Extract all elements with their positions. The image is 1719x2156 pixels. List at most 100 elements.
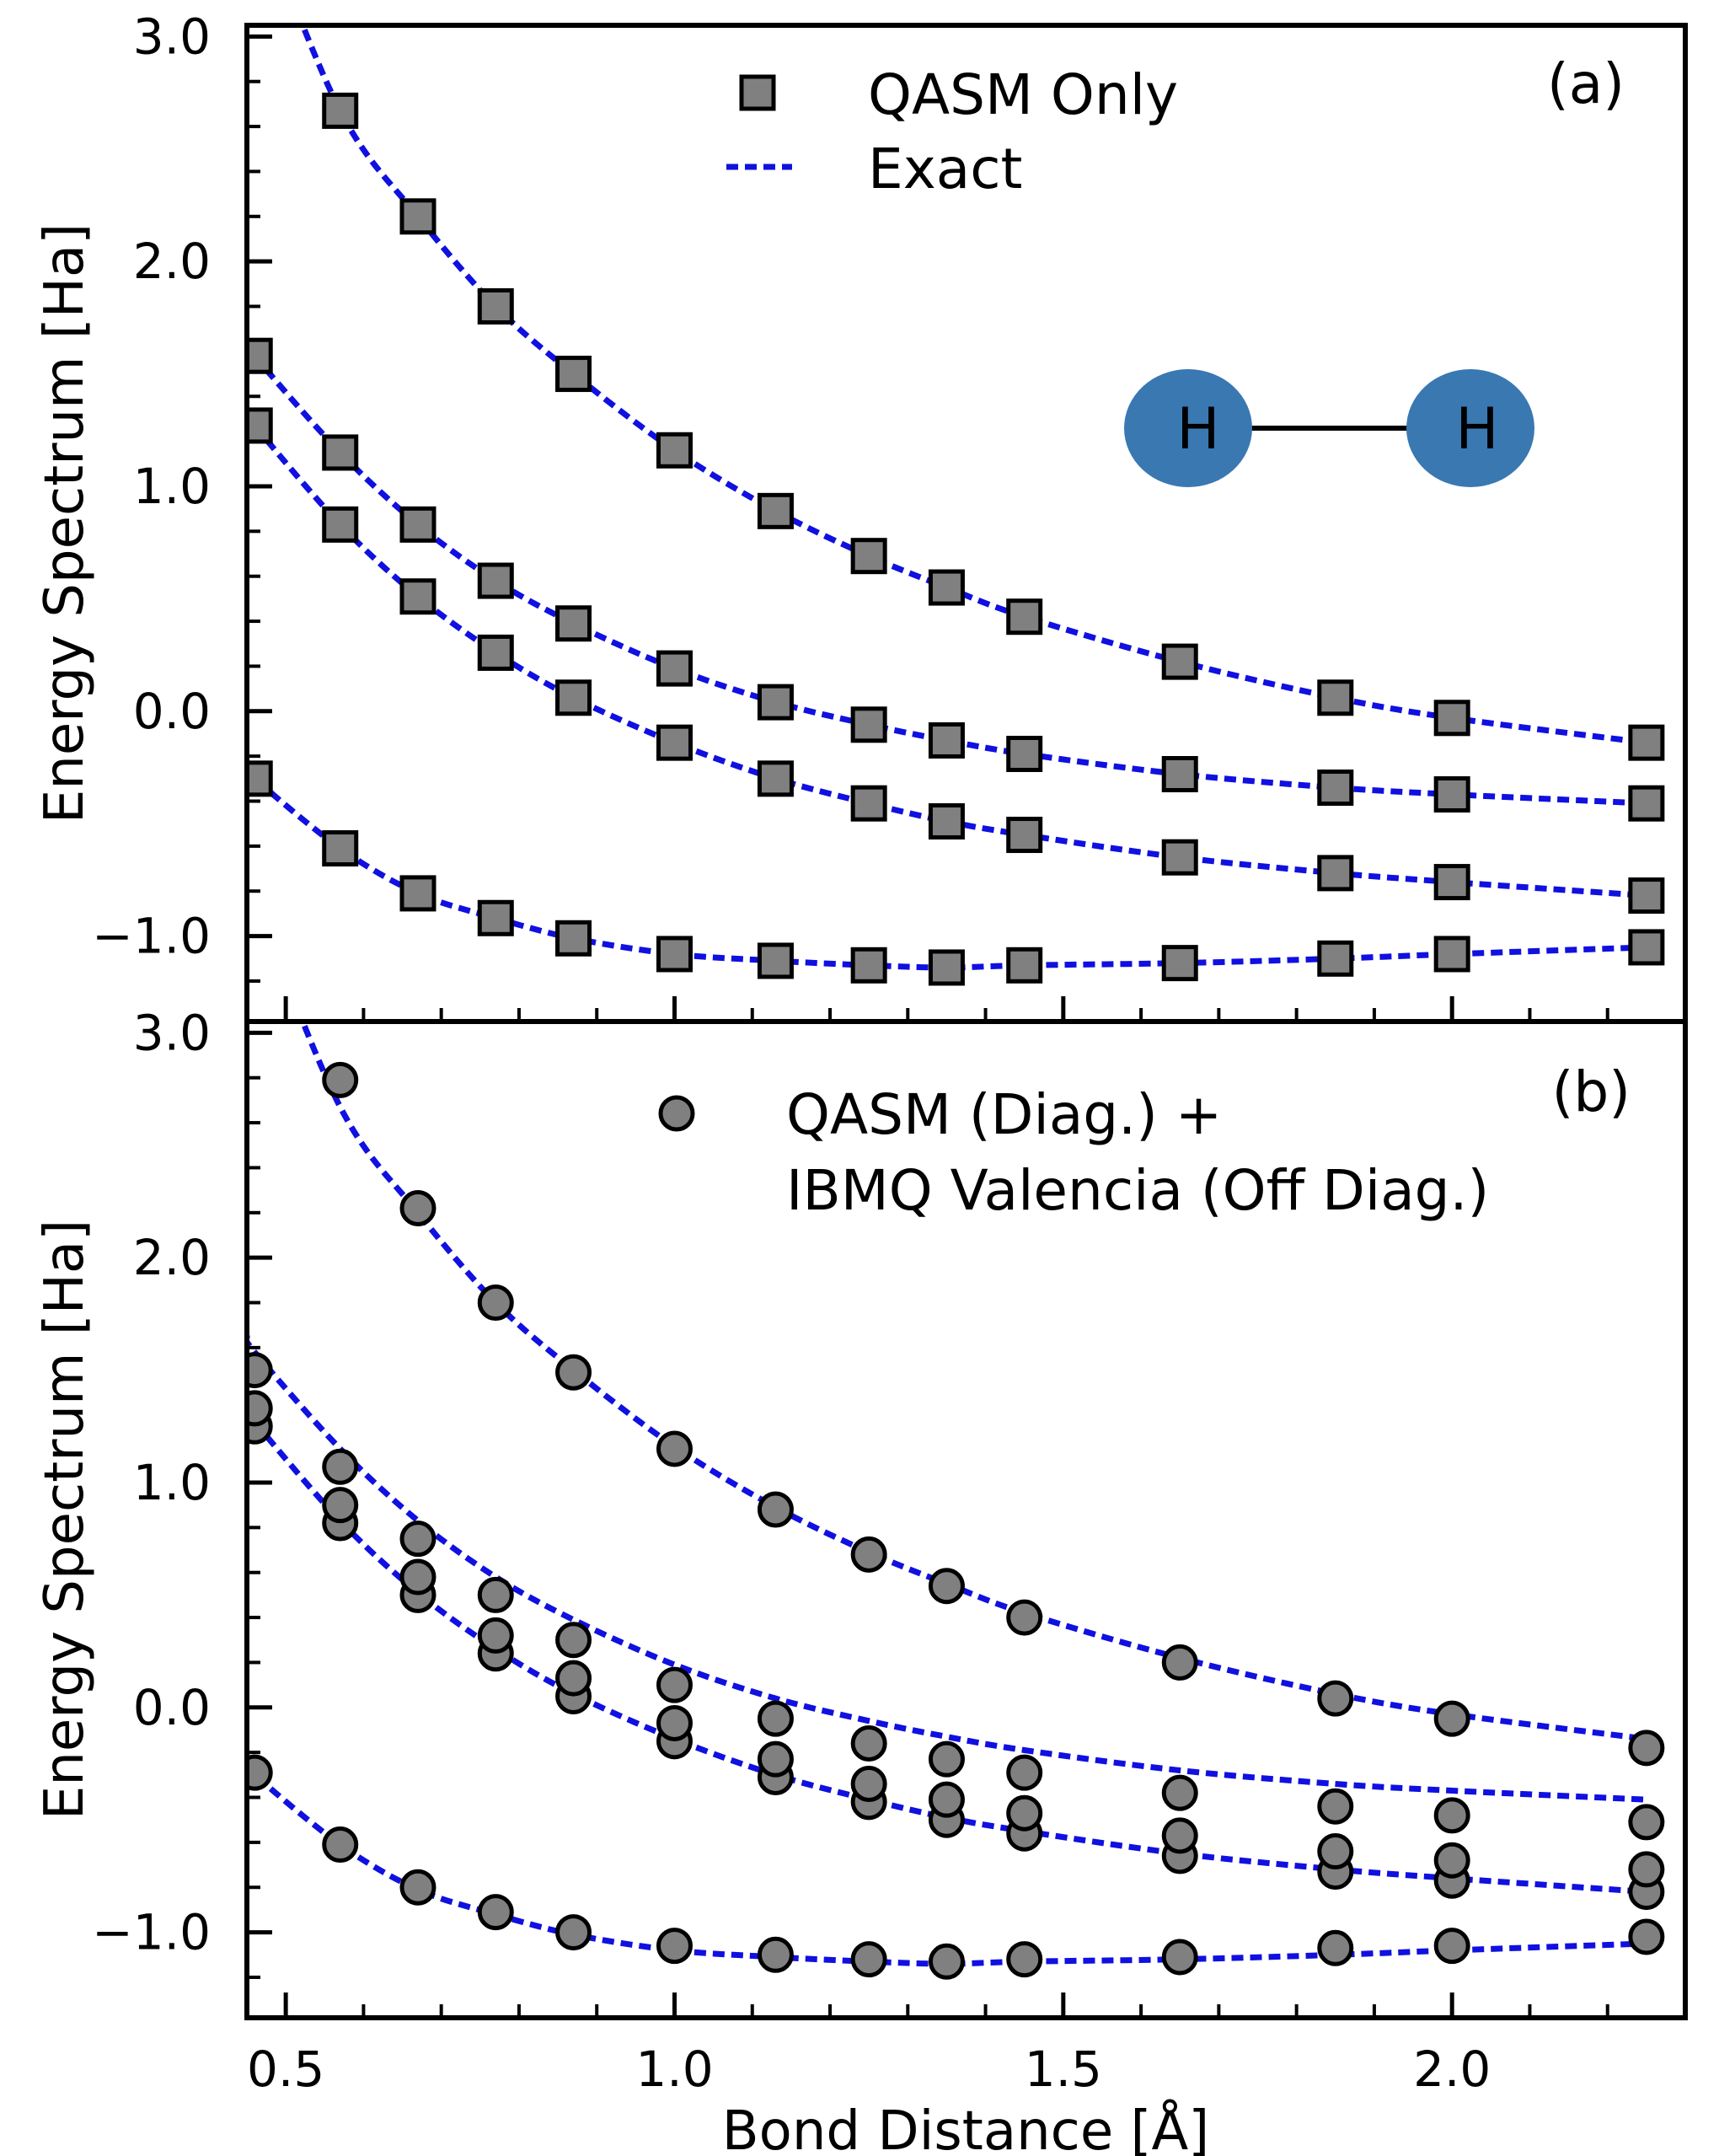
- panel-a-y-tick-labels: −1.0 0.0 1.0 2.0 3.0: [92, 8, 211, 964]
- data-point-E0: [555, 1914, 592, 1951]
- hydrogen-atom-left: [1124, 369, 1252, 487]
- data-point-E2: [1317, 770, 1354, 807]
- data-point-E2: [757, 1700, 794, 1737]
- data-point-E0: [850, 947, 887, 984]
- data-point-E1b: [322, 1487, 359, 1524]
- data-point-E2: [1317, 1788, 1354, 1825]
- data-point-E1: [1433, 864, 1470, 901]
- legend-qasm-diag-label: QASM (Diag.) +: [786, 1082, 1222, 1147]
- data-point-E3: [757, 492, 794, 529]
- data-point-E0: [1628, 929, 1665, 966]
- data-point-E1b: [850, 1766, 887, 1803]
- data-point-E0: [247, 760, 273, 797]
- atom-label-h-right: H: [1455, 396, 1498, 463]
- data-point-E2: [399, 506, 436, 543]
- data-point-E0: [850, 1941, 887, 1978]
- data-point-E2: [757, 684, 794, 721]
- data-point-E0: [928, 1943, 965, 1980]
- panel-a-legend: QASM Only Exact: [726, 62, 1178, 201]
- y-tick-label: 2.0: [133, 1229, 211, 1286]
- panel-a-label: (a): [1547, 51, 1625, 116]
- data-point-E1: [928, 803, 965, 840]
- data-point-E3: [1433, 1700, 1470, 1737]
- data-point-E0: [247, 1754, 273, 1791]
- y-tick-label: 0.0: [133, 683, 211, 740]
- data-point-E0: [399, 875, 436, 912]
- x-tick-label: 1.0: [635, 2041, 713, 2098]
- data-point-E2: [322, 434, 359, 471]
- hydrogen-atom-right: [1406, 369, 1534, 487]
- data-point-E2: [477, 1576, 514, 1613]
- data-point-E1b: [1006, 1794, 1043, 1832]
- data-point-E2: [928, 721, 965, 759]
- legend-exact-label: Exact: [868, 137, 1022, 201]
- data-point-E2: [1628, 1804, 1665, 1841]
- panel-b-y-axis-title: Energy Spectrum [Ha]: [34, 1220, 96, 1820]
- data-point-E2: [1628, 785, 1665, 822]
- data-point-E2: [247, 337, 273, 374]
- x-tick-label: 2.0: [1413, 2041, 1491, 2098]
- data-point-E2: [1161, 756, 1198, 793]
- panel-b-frame: [244, 1019, 1688, 2020]
- data-point-E2: [850, 706, 887, 743]
- data-point-E3: [399, 1189, 436, 1226]
- legend-square-marker-icon: [739, 74, 776, 111]
- data-point-E1: [247, 407, 273, 444]
- data-point-E0: [656, 1928, 693, 1965]
- data-point-E1: [322, 506, 359, 543]
- data-point-E2: [1433, 776, 1470, 813]
- panel-a-markers: [247, 92, 1665, 986]
- data-point-E3: [1006, 1599, 1043, 1636]
- legend-ibmq-valencia-label: IBMQ Valencia (Off Diag.): [786, 1158, 1489, 1223]
- data-point-E1: [399, 578, 436, 615]
- data-point-E2: [656, 650, 693, 687]
- exact-line-E2: [247, 1333, 1647, 1803]
- y-tick-label: 1.0: [133, 1454, 211, 1511]
- data-point-E2: [399, 1520, 436, 1558]
- data-point-E3: [555, 1354, 592, 1391]
- data-point-E3: [1317, 679, 1354, 716]
- data-point-E2: [477, 562, 514, 599]
- data-point-E1: [1628, 877, 1665, 914]
- data-point-E0: [477, 1894, 514, 1931]
- data-point-E1: [555, 679, 592, 716]
- data-point-E0: [555, 920, 592, 957]
- data-point-E3: [1006, 598, 1043, 636]
- atom-label-h-left: H: [1176, 396, 1219, 463]
- exact-line-E3: [299, 1022, 1647, 1742]
- data-point-E0: [322, 830, 359, 867]
- data-point-E1b: [247, 1390, 273, 1427]
- legend-qasm-only-label: QASM Only: [868, 62, 1178, 127]
- y-tick-label: −1.0: [92, 1904, 211, 1961]
- data-point-E2: [656, 1666, 693, 1703]
- panel-b-markers: [247, 1061, 1665, 1980]
- data-point-E2: [247, 1352, 273, 1389]
- data-point-E1: [656, 724, 693, 761]
- panel-b-x-tick-labels: 0.5 1.0 1.5 2.0: [247, 2041, 1491, 2098]
- panel-b-y-tick-labels: −1.0 0.0 1.0 2.0 3.0: [92, 1004, 211, 1960]
- data-point-E3: [656, 432, 693, 469]
- data-point-E1b: [1433, 1842, 1470, 1879]
- data-point-E0: [757, 942, 794, 979]
- data-point-E2: [555, 605, 592, 642]
- panel-a-y-axis-title: Energy Spectrum [Ha]: [34, 223, 96, 823]
- data-point-E1: [757, 760, 794, 797]
- data-point-E3: [477, 1284, 514, 1322]
- data-point-E3: [850, 1536, 887, 1573]
- data-point-E0: [399, 1869, 436, 1906]
- data-point-E2: [1161, 1774, 1198, 1811]
- y-tick-label: 1.0: [133, 458, 211, 515]
- data-point-E0: [1317, 1929, 1354, 1966]
- data-point-E1b: [1628, 1851, 1665, 1888]
- data-point-E2: [928, 1740, 965, 1778]
- data-point-E3: [322, 92, 359, 129]
- data-point-E3: [1161, 643, 1198, 680]
- panel-b-legend: QASM (Diag.) + IBMQ Valencia (Off Diag.): [658, 1082, 1489, 1223]
- data-point-E1: [1006, 817, 1043, 854]
- data-point-E3: [555, 356, 592, 393]
- y-tick-label: 0.0: [133, 1679, 211, 1736]
- data-point-E0: [1161, 1939, 1198, 1976]
- data-point-E3: [1161, 1644, 1198, 1681]
- data-point-E0: [757, 1936, 794, 1973]
- data-point-E2: [1433, 1797, 1470, 1834]
